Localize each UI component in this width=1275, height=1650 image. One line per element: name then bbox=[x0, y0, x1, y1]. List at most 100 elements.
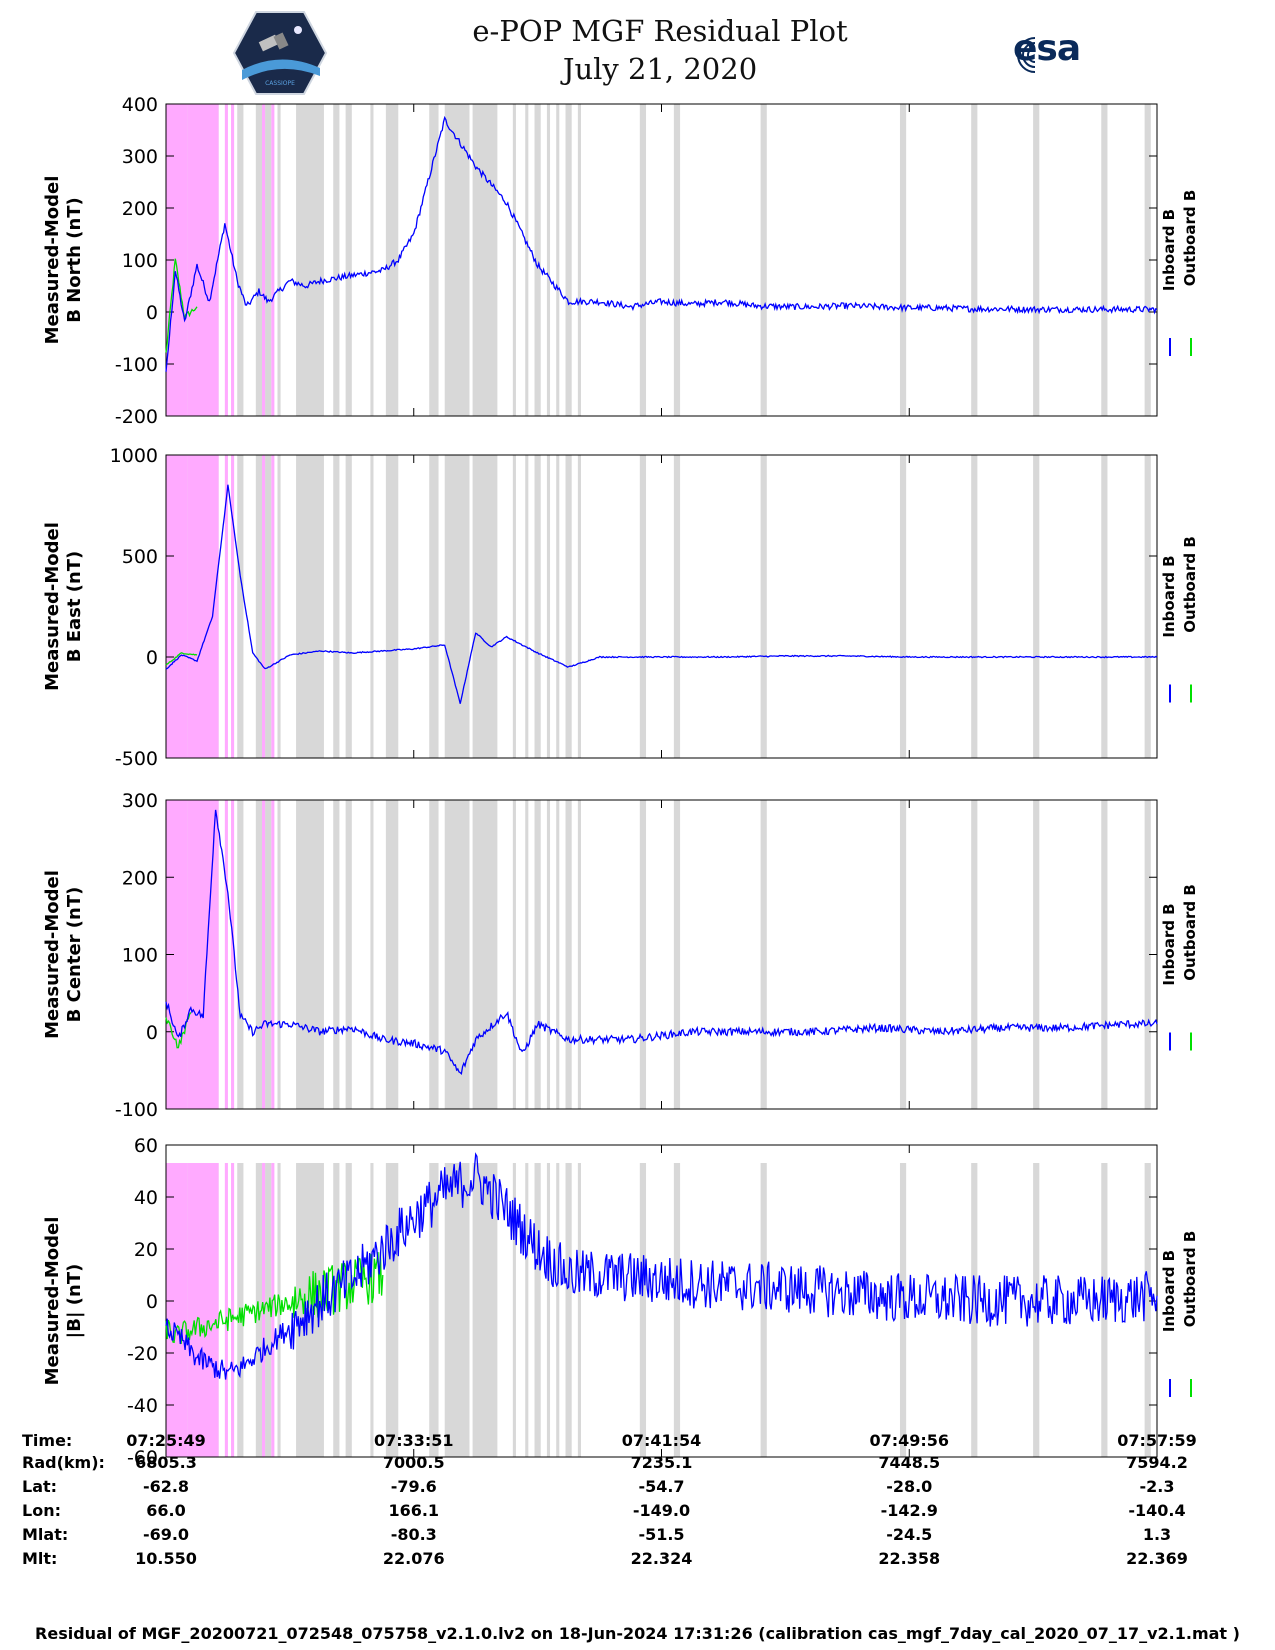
series-line-2-inboard-b bbox=[165, 809, 1158, 1075]
gray-band-0-26 bbox=[1101, 104, 1108, 416]
gray-band-0-9 bbox=[385, 104, 399, 416]
gray-band-2-27 bbox=[1144, 800, 1151, 1109]
gray-band-2-26 bbox=[1101, 800, 1108, 1109]
gray-band-0-21 bbox=[673, 104, 681, 416]
footer-caption: Residual of MGF_20200721_072548_075758_v… bbox=[35, 1624, 1240, 1643]
y-tick-label-0-4: 0 bbox=[146, 302, 158, 324]
pink-band-1-4 bbox=[262, 455, 266, 758]
y-label-line2-1: B East (nT) bbox=[64, 551, 85, 663]
y-tick-label-3-0: 60 bbox=[134, 1135, 158, 1157]
y-tick-label-1-2: 0 bbox=[146, 647, 158, 669]
y-tick-label-2-3: 0 bbox=[146, 1022, 158, 1044]
gray-band-2-16 bbox=[546, 800, 551, 1109]
gray-band-0-14 bbox=[525, 104, 529, 416]
gray-band-3-7 bbox=[345, 1163, 352, 1457]
pink-band-1-2 bbox=[224, 455, 228, 758]
y-tick-label-0-2: 200 bbox=[122, 198, 158, 220]
y-tick-label-3-6: -60 bbox=[127, 1447, 158, 1469]
gray-band-3-23 bbox=[899, 1163, 907, 1457]
gray-band-0-2 bbox=[255, 104, 263, 416]
gray-band-2-17 bbox=[556, 800, 560, 1109]
gray-band-0-4 bbox=[277, 104, 281, 416]
gray-band-1-16 bbox=[546, 455, 551, 758]
gray-band-1-10 bbox=[429, 455, 439, 758]
y-label-line1-1: Measured-Model bbox=[42, 522, 63, 691]
gray-band-3-13 bbox=[512, 1163, 516, 1457]
gray-band-0-20 bbox=[639, 104, 647, 416]
y-label-line2-3: |B| (nT) bbox=[64, 1264, 85, 1339]
gray-band-0-27 bbox=[1144, 104, 1151, 416]
pink-band-2-2 bbox=[224, 800, 228, 1109]
pink-band-3-2 bbox=[224, 1163, 228, 1457]
gray-band-0-19 bbox=[577, 104, 581, 416]
gray-band-1-14 bbox=[525, 455, 529, 758]
gray-band-1-15 bbox=[534, 455, 541, 758]
gray-band-2-11 bbox=[444, 800, 470, 1109]
gray-band-2-13 bbox=[512, 800, 516, 1109]
table-cell: 22.324 bbox=[630, 1549, 693, 1568]
gray-band-3-4 bbox=[277, 1163, 281, 1457]
gray-band-2-2 bbox=[255, 800, 263, 1109]
gray-band-3-6 bbox=[333, 1163, 340, 1457]
table-cell: -2.3 bbox=[1139, 1477, 1175, 1496]
table-row-label: Rad(km): bbox=[22, 1453, 105, 1472]
y-tick-label-0-6: -200 bbox=[115, 406, 158, 428]
table-cell: 66.0 bbox=[146, 1501, 186, 1520]
gray-band-1-12 bbox=[472, 455, 498, 758]
pink-band-0-0 bbox=[166, 104, 188, 416]
table-cell: 22.076 bbox=[382, 1549, 445, 1568]
gray-band-0-13 bbox=[512, 104, 516, 416]
table-cell: -28.0 bbox=[886, 1477, 933, 1496]
gray-band-2-12 bbox=[472, 800, 498, 1109]
gray-band-1-26 bbox=[1101, 455, 1108, 758]
pink-band-0-4 bbox=[262, 104, 266, 416]
table-cell: 10.550 bbox=[135, 1549, 197, 1568]
gray-band-3-27 bbox=[1144, 1163, 1151, 1457]
gray-band-1-27 bbox=[1144, 455, 1151, 758]
gray-band-2-22 bbox=[760, 800, 767, 1109]
y-tick-label-2-1: 200 bbox=[122, 867, 158, 889]
table-cell: 7235.1 bbox=[630, 1453, 693, 1472]
gray-band-0-7 bbox=[345, 104, 352, 416]
gray-band-0-24 bbox=[971, 104, 978, 416]
gray-band-2-10 bbox=[429, 800, 439, 1109]
gray-band-2-7 bbox=[345, 800, 352, 1109]
pink-band-0-5 bbox=[271, 104, 275, 416]
y-tick-label-3-3: 0 bbox=[146, 1291, 158, 1313]
pink-band-1-3 bbox=[231, 455, 235, 758]
gray-band-0-17 bbox=[556, 104, 560, 416]
y-tick-label-3-4: -20 bbox=[127, 1343, 158, 1365]
gray-band-2-14 bbox=[525, 800, 529, 1109]
gray-band-0-18 bbox=[565, 104, 572, 416]
gray-band-0-22 bbox=[760, 104, 767, 416]
table-cell: -140.4 bbox=[1128, 1501, 1186, 1520]
table-cell: 7594.2 bbox=[1126, 1453, 1188, 1472]
legend-label-1-1: Outboard B bbox=[1181, 536, 1199, 633]
y-tick-label-1-1: 500 bbox=[122, 546, 158, 568]
gray-band-2-15 bbox=[534, 800, 541, 1109]
gray-band-2-23 bbox=[899, 800, 907, 1109]
pink-band-3-3 bbox=[231, 1163, 235, 1457]
gray-band-0-3 bbox=[265, 104, 272, 416]
legend-label-3-0: Inboard B bbox=[1160, 1250, 1178, 1332]
table-cell: 22.369 bbox=[1126, 1549, 1188, 1568]
gray-band-0-10 bbox=[429, 104, 439, 416]
gray-band-1-7 bbox=[345, 455, 352, 758]
gray-band-0-5 bbox=[296, 104, 324, 416]
gray-band-1-25 bbox=[1033, 455, 1040, 758]
gray-band-1-13 bbox=[512, 455, 516, 758]
gray-band-1-17 bbox=[556, 455, 560, 758]
gray-band-2-5 bbox=[296, 800, 324, 1109]
gray-band-2-21 bbox=[673, 800, 681, 1109]
gray-band-1-24 bbox=[971, 455, 978, 758]
pink-band-3-5 bbox=[271, 1163, 275, 1457]
gray-band-2-24 bbox=[971, 800, 978, 1109]
gray-band-3-16 bbox=[546, 1163, 551, 1457]
gray-band-3-9 bbox=[385, 1163, 399, 1457]
gray-band-2-9 bbox=[385, 800, 399, 1109]
table-cell: 07:41:54 bbox=[621, 1431, 702, 1450]
table-cell: -80.3 bbox=[390, 1525, 437, 1544]
gray-band-3-26 bbox=[1101, 1163, 1108, 1457]
series-line-3-outboard-b bbox=[165, 1252, 384, 1345]
